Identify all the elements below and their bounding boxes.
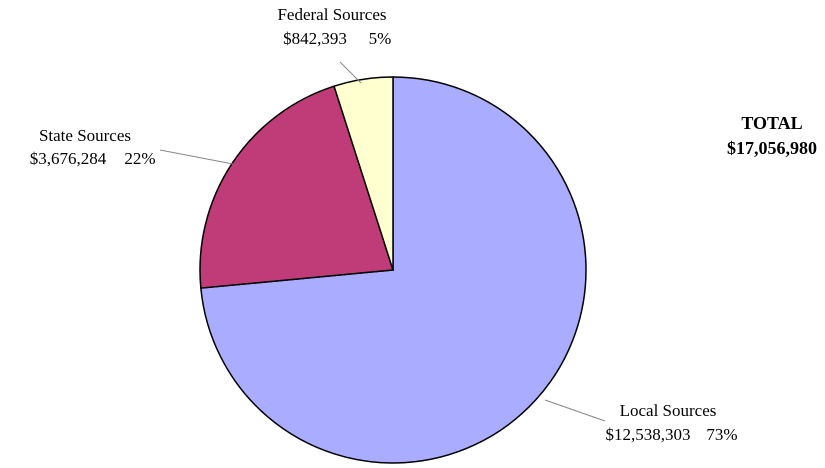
slice-value: $3,676,284	[30, 149, 107, 168]
slice-label: State Sources	[39, 126, 131, 145]
slice-percent: 5%	[369, 29, 392, 48]
slice-percent: 22%	[124, 149, 155, 168]
total-value: $17,056,980	[727, 138, 817, 158]
slice-value: $12,538,303	[606, 425, 691, 444]
leader-line	[544, 399, 606, 422]
leader-line	[159, 149, 234, 165]
slice-value: $842,393	[283, 29, 347, 48]
total-title: TOTAL	[741, 113, 802, 133]
slice-label: Federal Sources	[277, 5, 386, 24]
pie-slice	[333, 76, 394, 271]
leader-line	[339, 61, 362, 84]
slice-percent: 73%	[706, 425, 737, 444]
slice-label: Local Sources	[620, 401, 717, 420]
